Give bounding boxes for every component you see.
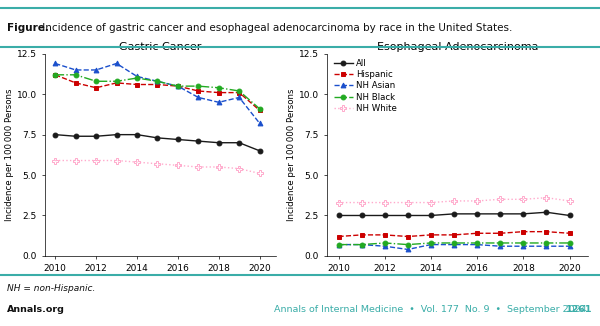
Text: Figure.: Figure. xyxy=(7,23,49,33)
Y-axis label: Incidence per 100 000 Persons: Incidence per 100 000 Persons xyxy=(287,89,296,221)
Y-axis label: Incidence per 100 000 Persons: Incidence per 100 000 Persons xyxy=(5,89,14,221)
Text: 1261: 1261 xyxy=(566,305,593,314)
Text: NH = non-Hispanic.: NH = non-Hispanic. xyxy=(7,284,95,293)
Text: Annals.org: Annals.org xyxy=(7,305,65,314)
Title: Esophageal Adenocarcinoma: Esophageal Adenocarcinoma xyxy=(377,42,538,52)
Text: Annals of Internal Medicine  •  Vol. 177  No. 9  •  September 2024: Annals of Internal Medicine • Vol. 177 N… xyxy=(274,305,593,314)
Title: Gastric Cancer: Gastric Cancer xyxy=(119,42,202,52)
Text: Incidence of gastric cancer and esophageal adenocarcinoma by race in the United : Incidence of gastric cancer and esophage… xyxy=(39,23,512,33)
Legend: All, Hispanic, NH Asian, NH Black, NH White: All, Hispanic, NH Asian, NH Black, NH Wh… xyxy=(334,59,397,113)
